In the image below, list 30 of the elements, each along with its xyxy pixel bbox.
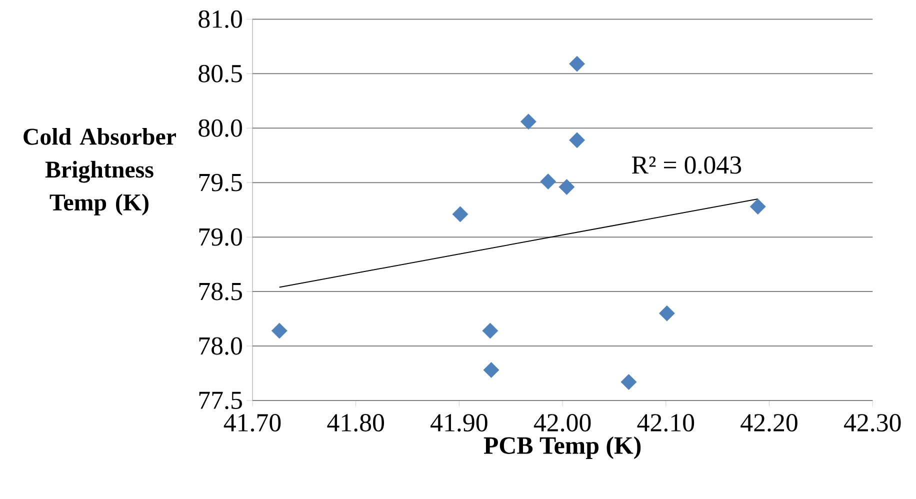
y-tick-label: 78.0 (199, 337, 242, 355)
x-tick-label: 42.10 (637, 414, 694, 432)
y-tick-label: 80.0 (198, 119, 242, 137)
y-tick-label: 77.5 (199, 392, 242, 410)
point (482, 322, 498, 339)
point (569, 56, 585, 72)
x-tick-label: 41.80 (327, 414, 384, 432)
y-axis-title: Cold Absorber Brightness Temp (K) (24, 128, 176, 216)
point (569, 132, 585, 148)
point (558, 178, 575, 195)
point (540, 174, 556, 190)
y-tick-label: 80.5 (198, 64, 242, 82)
x-tick-label: 41.70 (224, 414, 281, 432)
point (483, 362, 500, 378)
x-axis-title: PCB Temp (K) (484, 436, 641, 460)
y-tick-label: 78.5 (199, 282, 242, 300)
point (520, 114, 536, 130)
y-tick-label: 79.5 (199, 174, 242, 192)
y-tick-label: 81.0 (198, 10, 242, 28)
x-tick-label: 41.90 (430, 414, 488, 432)
x-tick-label: 42.20 (740, 414, 798, 432)
point (271, 322, 288, 339)
point (620, 374, 637, 390)
x-tick-label: 42.30 (844, 414, 901, 432)
annotation: R² = 0.043 (632, 156, 742, 174)
point (452, 206, 468, 222)
y-tick-label: 79.0 (199, 228, 242, 246)
x-tick-label: 42.00 (534, 414, 591, 432)
point (750, 198, 766, 215)
point (658, 305, 675, 322)
